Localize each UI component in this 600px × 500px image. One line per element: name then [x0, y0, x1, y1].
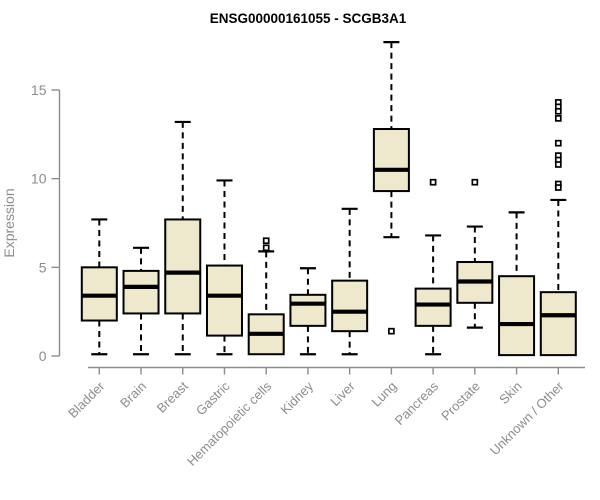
- outlier-point: [554, 161, 562, 168]
- y-tick-label: 10: [31, 171, 47, 187]
- outlier-point: [471, 178, 479, 186]
- x-tick-label: Skin: [496, 379, 524, 407]
- x-tick-label: Gastric: [193, 378, 233, 418]
- x-tick-label: Bladder: [65, 378, 108, 421]
- box-Pancreas: [414, 287, 452, 327]
- x-tick-label: Breast: [154, 378, 191, 415]
- box-Lung: [372, 128, 410, 193]
- outlier-point: [262, 244, 270, 252]
- outlier-point: [554, 184, 562, 191]
- box-Breast: [164, 218, 202, 315]
- box-Liver: [331, 279, 369, 333]
- y-tick-label: 0: [39, 348, 47, 364]
- x-tick-label: Kidney: [277, 378, 316, 417]
- chart-title: ENSG00000161055 - SCGB3A1: [210, 11, 407, 26]
- x-tick-label: Lung: [368, 379, 399, 410]
- outlier-point: [554, 139, 562, 147]
- outlier-point: [262, 237, 270, 245]
- box-Gastric: [205, 264, 243, 337]
- outlier-point: [429, 178, 437, 186]
- y-axis-title: Expression: [1, 188, 17, 257]
- outlier-point: [554, 115, 562, 122]
- y-tick-label: 15: [31, 82, 47, 98]
- x-tick-label: Prostate: [438, 379, 483, 424]
- box-Brain: [122, 269, 160, 315]
- x-tick-label: Unknown / Other: [487, 378, 567, 458]
- x-tick-label: Liver: [327, 378, 358, 409]
- x-tick-label: Pancreas: [392, 378, 442, 428]
- box-Skin: [498, 275, 536, 357]
- outlier-point: [388, 327, 395, 335]
- box-Unknown / Other: [539, 291, 577, 357]
- outlier-point: [554, 107, 562, 115]
- box-Kidney: [289, 293, 327, 327]
- y-tick-label: 5: [39, 259, 47, 275]
- x-tick-label: Brain: [117, 379, 149, 411]
